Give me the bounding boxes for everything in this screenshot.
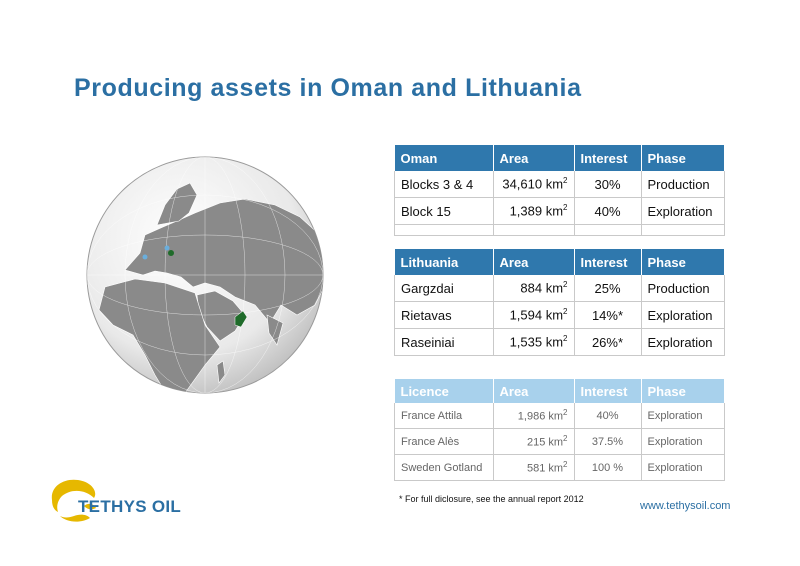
cell-phase: Production: [640, 275, 725, 302]
logo-text: TETHYS OIL: [78, 497, 182, 516]
cell-interest: 40%: [573, 403, 642, 429]
table-row: France Attila 1,986 km2 40% Exploration: [394, 403, 725, 429]
oman-table: Oman Area Interest Phase Blocks 3 & 4 34…: [394, 145, 725, 236]
table-header-row: Lithuania Area Interest Phase: [394, 249, 725, 275]
col-header-area: Area: [493, 145, 575, 171]
cell-area: 1,594 km2: [492, 301, 575, 329]
col-header-interest: Interest: [574, 145, 642, 171]
globe-logo-icon: [51, 479, 96, 522]
cell-area: 34,610 km2: [492, 171, 575, 198]
cell-phase: Exploration: [640, 197, 725, 225]
table-row: Block 15 1,389 km2 40% Exploration: [394, 197, 725, 225]
cell-area: 1,535 km2: [492, 328, 575, 356]
cell-phase: Exploration: [640, 428, 725, 455]
table-header-row: Licence Area Interest Phase: [394, 379, 725, 403]
cell-name: Rietavas: [394, 301, 494, 329]
table-row: Raseiniai 1,535 km2 26%* Exploration: [394, 328, 725, 356]
cell-area: 884 km2: [492, 275, 575, 302]
cell-phase: Exploration: [640, 301, 725, 329]
col-header-phase: Phase: [641, 379, 725, 403]
lithuania-asset-marker: [168, 250, 174, 256]
col-header-interest: Interest: [574, 379, 642, 403]
col-header-name: Licence: [394, 379, 494, 403]
col-header-name: Oman: [394, 145, 494, 171]
table-header-row: Oman Area Interest Phase: [394, 145, 725, 171]
france-licence-marker: [142, 254, 148, 260]
table-row: Rietavas 1,594 km2 14%* Exploration: [394, 301, 725, 329]
cell-interest: 37.5%: [573, 428, 642, 455]
cell-interest: 100 %: [573, 454, 642, 481]
col-header-name: Lithuania: [394, 249, 494, 275]
col-header-area: Area: [493, 379, 575, 403]
table-row: France Alès 215 km2 37.5% Exploration: [394, 428, 725, 455]
cell-interest: 40%: [573, 197, 642, 225]
licence-table: Licence Area Interest Phase France Attil…: [394, 379, 725, 481]
cell-phase: Exploration: [640, 328, 725, 356]
globe-map-icon: [86, 156, 324, 394]
cell-interest: 26%*: [573, 328, 642, 356]
cell-phase: Exploration: [640, 454, 725, 481]
col-header-phase: Phase: [641, 145, 725, 171]
cell-name: Gargzdai: [394, 275, 494, 302]
oman-asset-marker: [234, 310, 248, 328]
cell-name: France Attila: [394, 403, 494, 429]
cell-area: 1,986 km2: [492, 403, 575, 429]
footnote: * For full diclosure, see the annual rep…: [399, 494, 584, 504]
table-row: Blocks 3 & 4 34,610 km2 30% Production: [394, 171, 725, 198]
table-row: Gargzdai 884 km2 25% Production: [394, 275, 725, 302]
cell-area: 581 km2: [492, 454, 575, 481]
website-link[interactable]: www.tethysoil.com: [640, 500, 731, 512]
cell-name: Block 15: [394, 197, 494, 225]
lithuania-table: Lithuania Area Interest Phase Gargzdai 8…: [394, 249, 725, 356]
cell-name: Sweden Gotland: [394, 454, 494, 481]
col-header-phase: Phase: [641, 249, 725, 275]
gotland-licence-marker: [164, 245, 170, 251]
cell-name: Blocks 3 & 4: [394, 171, 494, 198]
cell-name: France Alès: [394, 428, 494, 455]
cell-interest: 14%*: [573, 301, 642, 329]
cell-area: 1,389 km2: [492, 197, 575, 225]
cell-area: 215 km2: [492, 428, 575, 455]
cell-phase: Production: [640, 171, 725, 198]
table-row: Sweden Gotland 581 km2 100 % Exploration: [394, 454, 725, 481]
cell-name: Raseiniai: [394, 328, 494, 356]
cell-phase: Exploration: [640, 403, 725, 429]
cell-interest: 30%: [573, 171, 642, 198]
col-header-interest: Interest: [574, 249, 642, 275]
page-title: Producing assets in Oman and Lithuania: [74, 74, 582, 102]
col-header-area: Area: [493, 249, 575, 275]
cell-interest: 25%: [573, 275, 642, 302]
